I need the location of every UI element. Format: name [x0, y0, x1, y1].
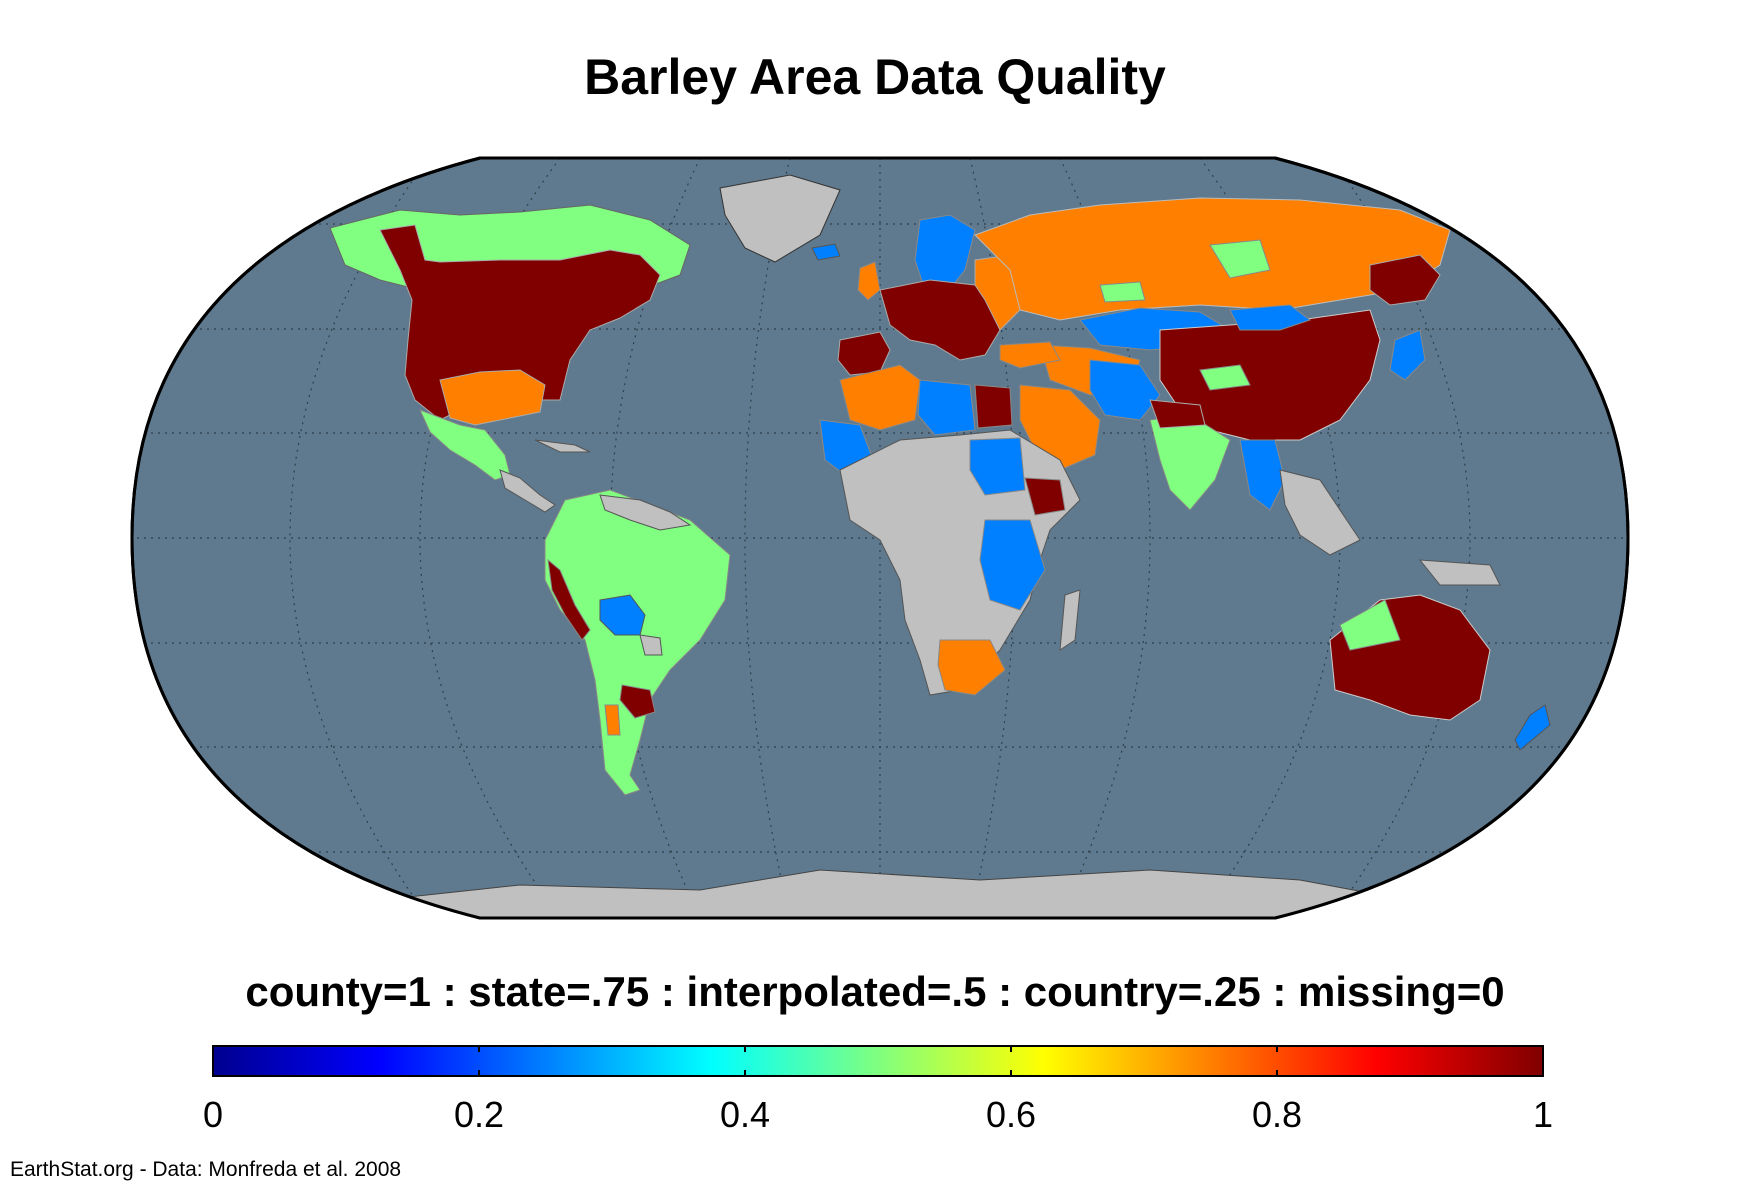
colorbar-tick-label: 0.2 [453, 1094, 505, 1135]
libya-country [917, 379, 976, 436]
iran-country [1089, 359, 1161, 421]
india-county [1149, 399, 1206, 429]
turkey-state [999, 341, 1061, 369]
east-africa-country [979, 519, 1046, 611]
africa-missing [839, 429, 1081, 696]
korea-japan-country [1389, 329, 1426, 381]
greenland [719, 174, 841, 263]
colorbar-ticks [478, 1046, 1278, 1076]
sudan-country [969, 437, 1026, 496]
argentina-county [619, 684, 656, 719]
antarctica [379, 869, 1381, 918]
world-map [130, 156, 1630, 920]
madagascar [1059, 589, 1081, 651]
colorbar-gradient [212, 1045, 1544, 1077]
colorbar-tick-label: 0.6 [985, 1094, 1037, 1135]
southeast-asia-country [1239, 439, 1286, 511]
iceland [811, 243, 841, 261]
russia-interpolated-1 [1209, 239, 1271, 279]
map-title: Barley Area Data Quality [584, 49, 1166, 105]
china-interpolated [1199, 364, 1251, 391]
russia-interpolated-2 [1099, 281, 1146, 303]
colorbar-tick-label: 1 [1532, 1094, 1554, 1135]
globe-outline [130, 156, 1630, 920]
australia-interpolated [1339, 599, 1401, 651]
south-africa-state [937, 639, 1006, 696]
colorbar-tick-label: 0.8 [1251, 1094, 1303, 1135]
new-guinea [1418, 559, 1501, 586]
north-africa-state [839, 364, 921, 431]
peru-coast-county [547, 558, 591, 641]
russia-far-east-county [1369, 254, 1441, 306]
credit-text: EarthStat.org - Data: Monfreda et al. 20… [10, 1158, 402, 1181]
argentina-state [604, 704, 621, 736]
north-america-county [379, 224, 661, 421]
new-zealand-country [1514, 704, 1551, 751]
southeast-asia-missing [1279, 469, 1361, 556]
egypt-county [974, 384, 1013, 429]
central-europe-county [879, 279, 1001, 361]
ethiopia-county [1024, 477, 1066, 516]
legend-caption: county=1 : state=.75 : interpolated=.5 :… [245, 968, 1505, 1015]
colorbar-tick-label: 0 [202, 1094, 224, 1135]
central-america [499, 469, 556, 513]
uk-state [857, 261, 881, 301]
cuba [534, 439, 591, 453]
paraguay [639, 634, 663, 656]
us-south-state [439, 369, 546, 426]
mongolia-country [1229, 304, 1312, 331]
colorbar-tick-label: 0.4 [719, 1094, 771, 1135]
guianas-venezuela [599, 494, 692, 531]
